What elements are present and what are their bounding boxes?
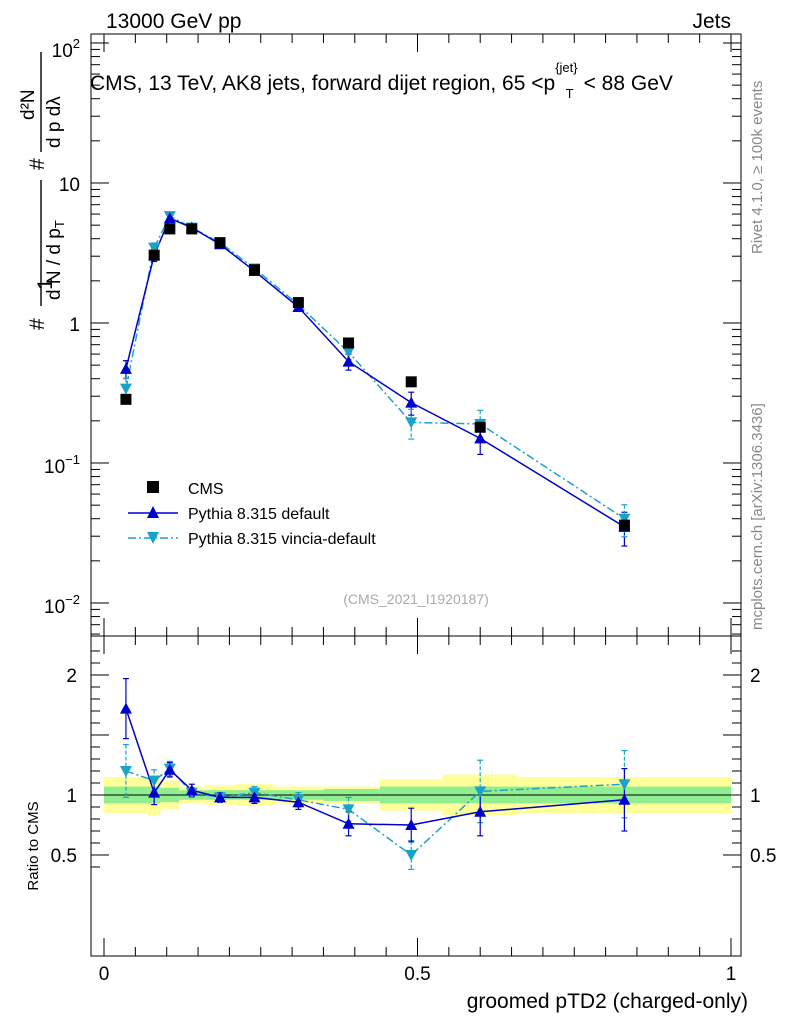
- marker-vincia: [119, 383, 132, 395]
- legend-marker-default: [147, 506, 159, 518]
- chart-title: CMS, 13 TeV, AK8 jets, forward dijet reg…: [90, 60, 673, 101]
- ratio-marker-vincia: [342, 804, 355, 816]
- y-tick-label-ratio: 0.5: [51, 846, 77, 867]
- jets-label: Jets: [692, 10, 731, 33]
- marker-default: [405, 396, 418, 408]
- y-tick-label-ratio: 1: [66, 786, 77, 807]
- marker-vincia: [405, 417, 418, 429]
- ratio-marker-default: [474, 805, 487, 817]
- marker-cms: [186, 223, 198, 235]
- watermark: (CMS_2021_I1920187): [343, 591, 489, 607]
- y-label-dn: d N / d pT: [44, 220, 67, 300]
- ratio-marker-vincia: [119, 766, 132, 777]
- marker-cms: [214, 237, 226, 249]
- marker-cms: [618, 519, 630, 531]
- ratio-marker-default: [618, 793, 631, 805]
- marker-default: [119, 362, 132, 374]
- marker-vincia: [342, 347, 355, 359]
- ratio-marker-default: [213, 791, 226, 803]
- y-tick-label-ratio: 2: [66, 666, 77, 687]
- legend: CMS Pythia 8.315 default Pythia 8.315 vi…: [128, 481, 376, 548]
- side-text-mcplots: mcplots.cern.ch [arXiv:1306.3436]: [749, 403, 766, 630]
- marker-cms: [120, 393, 132, 405]
- ratio-panel: 2 2 1 1 0.5 0.5: [51, 635, 776, 957]
- energy-label: 13000 GeV pp: [106, 10, 241, 33]
- svg-text:#: #: [26, 158, 49, 170]
- marker-vincia: [618, 513, 631, 525]
- y-tick-label-ratio-right: 2: [750, 666, 761, 687]
- ratio-frame: [90, 635, 742, 957]
- y-tick-label-ratio-right: 0.5: [750, 846, 776, 867]
- ratio-marker-default: [163, 763, 176, 775]
- svg-text:d²N: d²N: [18, 89, 39, 120]
- marker-cms: [405, 376, 417, 388]
- y-tick-label-main-1: 1: [69, 315, 80, 336]
- marker-cms: [248, 264, 260, 276]
- y-tick-label-ratio-right: 1: [750, 786, 761, 807]
- marker-cms: [164, 223, 176, 235]
- y-tick-label-main-1e-1: 10−1: [44, 452, 80, 478]
- y-tick-label-main-1e-2: 10−2: [44, 592, 80, 618]
- legend-marker-cms: [147, 481, 159, 493]
- legend-label-cms: CMS: [188, 481, 224, 498]
- main-panel: 102 10 1 10−1 10−2 CMS, 13 TeV, AK8 jets, fo…: [44, 33, 742, 637]
- y-axis-label-ratio: Ratio to CMS: [25, 801, 42, 890]
- y-axis-label-main: # 1 d N / d pT # d²N d p dλ: [18, 52, 67, 330]
- ratio-marker-default: [342, 817, 355, 829]
- y-tick-label-main-10: 10: [59, 175, 80, 196]
- ratio-marker-default: [119, 702, 132, 714]
- side-text-rivet: Rivet 4.1.0, ≥ 100k events: [749, 81, 766, 254]
- ratio-marker-vincia: [148, 775, 161, 787]
- ratio-marker-default: [292, 796, 305, 808]
- y-tick-label-main-1e2: 102: [52, 36, 80, 62]
- legend-label-vincia: Pythia 8.315 vincia-default: [188, 531, 376, 548]
- ratio-marker-vincia: [474, 786, 487, 798]
- ratio-marker-default: [248, 791, 261, 803]
- svg-text:1: 1: [34, 278, 57, 290]
- marker-cms: [474, 421, 486, 433]
- marker-vincia: [148, 242, 161, 254]
- ratio-marker-default: [405, 819, 418, 830]
- series-line-vincia: [125, 215, 625, 520]
- ratio-marker-vincia: [618, 779, 631, 791]
- marker-default: [342, 355, 355, 367]
- x-tick-label: 0.5: [404, 964, 430, 985]
- x-tick-label: 0: [99, 964, 110, 985]
- ratio-marker-default: [148, 786, 161, 798]
- ratio-marker-vincia: [405, 850, 418, 861]
- x-axis-label: groomed pTD2 (charged-only): [467, 990, 748, 1013]
- ratio-marker-default: [185, 784, 198, 796]
- marker-default: [163, 212, 176, 224]
- marker-cms: [148, 249, 160, 261]
- x-tick-label: 1: [726, 964, 737, 985]
- legend-label-default: Pythia 8.315 default: [188, 506, 330, 523]
- marker-cms: [343, 337, 355, 349]
- legend-marker-vincia: [147, 532, 159, 544]
- svg-text:#: #: [26, 318, 49, 330]
- marker-cms: [292, 297, 304, 309]
- marker-default: [474, 432, 487, 444]
- svg-text:d p dλ: d p dλ: [44, 96, 65, 148]
